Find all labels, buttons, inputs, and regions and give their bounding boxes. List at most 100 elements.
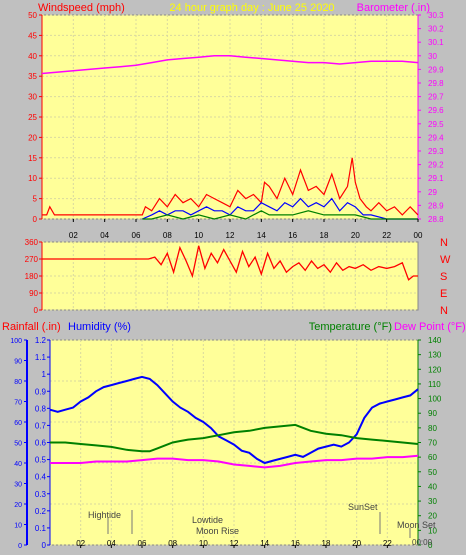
rainfall-tick-label: 0.2	[35, 507, 47, 516]
compass-label-e: E	[440, 288, 447, 300]
rainfall-tick-label: 1.2	[35, 336, 47, 345]
rainfall-tick-label: 0.6	[35, 439, 47, 448]
rainfall-tick-label: 0	[42, 541, 47, 550]
baro-tick-label: 30	[428, 52, 437, 61]
baro-tick-label: 29.9	[428, 65, 444, 74]
time-tick-label: 04	[107, 539, 116, 548]
baro-tick-label: 28.9	[428, 201, 444, 210]
temperature-tick-label: 70	[428, 439, 437, 448]
wind-tick-label: 15	[28, 154, 37, 163]
direction-tick-label: 180	[25, 272, 39, 281]
humidity-tick-label: 10	[14, 523, 22, 530]
gridlines	[42, 241, 418, 311]
humidity-tick-label: 70	[14, 400, 22, 407]
lowtide-annotation: Lowtide	[192, 515, 223, 525]
time-tick-label: 02	[69, 231, 78, 240]
rainfall-tick-label: 0.7	[35, 421, 47, 430]
compass-label-w: W	[440, 254, 451, 266]
baro-tick-label: 30.1	[428, 38, 444, 47]
barometer-axis-title: Barometer (.in)	[357, 2, 430, 14]
chart-title: 24 hour graph day : June 25 2020	[169, 2, 334, 14]
temperature-tick-label: 0	[428, 541, 433, 550]
temperature-tick-label: 130	[428, 351, 442, 360]
rainfall-tick-label: 0.8	[35, 404, 47, 413]
wind-barometer-plot: 0 5 10 15 20 25 30 35 40 45 50 28.8 28.9 29 29.1 29.2 29…	[28, 11, 444, 240]
temperature-tick-label: 10	[428, 526, 437, 535]
temperature-tick-label: 140	[428, 336, 442, 345]
baro-tick-label: 30.3	[428, 11, 444, 20]
temperature-tick-label: 100	[428, 395, 442, 404]
direction-tick-label: 0	[34, 306, 39, 315]
baro-tick-label: 29.1	[428, 174, 444, 183]
rainfall-tick-label: 1.1	[35, 353, 47, 362]
baro-tick-label: 29.7	[428, 93, 444, 102]
wind-tick-label: 45	[28, 31, 37, 40]
humidity-tick-label: 60	[14, 420, 22, 427]
rainfall-tick-label: 0.1	[35, 524, 47, 533]
time-tick-label: 22	[383, 539, 392, 548]
time-tick-label: 22	[382, 231, 391, 240]
baro-tick-label: 29.6	[428, 106, 444, 115]
gridlines	[42, 14, 418, 220]
plot-area	[49, 339, 419, 546]
compass-label-s: S	[440, 271, 447, 283]
wind-tick-label: 0	[33, 215, 38, 224]
temperature-axis-title: Temperature (°F)	[309, 321, 392, 333]
time-tick-label: 10	[199, 539, 208, 548]
time-tick-label: 02	[76, 539, 85, 548]
humidity-temperature-plot: 010203040506070809010000.10.20.30.40.50.…	[10, 336, 442, 550]
time-tick-label: 12	[230, 539, 239, 548]
time-tick-label: 00	[414, 231, 423, 240]
wind-tick-label: 35	[28, 72, 37, 81]
time-tick-label: 08	[168, 539, 177, 548]
temperature-tick-label: 20	[428, 512, 437, 521]
time-tick-label: 16	[291, 539, 300, 548]
time-tick-label: 18	[322, 539, 331, 548]
baro-tick-label: 29.4	[428, 133, 444, 142]
time-tick-label: 14	[257, 231, 266, 240]
wind-tick-label: 40	[28, 52, 37, 61]
temperature-tick-label: 40	[428, 482, 437, 491]
wind-tick-label: 10	[28, 174, 37, 183]
rainfall-axis-title: Rainfall (.in)	[2, 321, 61, 333]
annotations: Hightide Lowtide Moon Rise SunSet Moon S…	[88, 502, 436, 547]
humidity-tick-label: 0	[18, 543, 22, 550]
compass-label-n: N	[440, 305, 448, 317]
series-direction	[42, 245, 418, 281]
baro-tick-label: 28.8	[428, 215, 444, 224]
hightide-annotation: Hightide	[88, 510, 121, 520]
rainfall-tick-label: 0.3	[35, 490, 47, 499]
wind-tick-label: 50	[28, 11, 37, 20]
direction-tick-label: 360	[25, 238, 39, 247]
baro-tick-label: 29.3	[428, 147, 444, 156]
rainfall-tick-label: 1	[42, 370, 47, 379]
compass-label-n: N	[440, 237, 448, 249]
baro-tick-label: 29.8	[428, 79, 444, 88]
baro-tick-label: 30.2	[428, 25, 444, 34]
humidity-tick-label: 50	[14, 441, 22, 448]
humidity-axis-title: Humidity (%)	[68, 321, 131, 333]
temperature-tick-label: 50	[428, 468, 437, 477]
direction-tick-label: 90	[29, 289, 38, 298]
baro-tick-label: 29	[428, 188, 437, 197]
wind-tick-label: 5	[33, 195, 38, 204]
temperature-tick-label: 90	[428, 409, 437, 418]
series-temperature	[50, 423, 419, 453]
time-tick-label: 04	[100, 231, 109, 240]
series-lull	[142, 210, 418, 220]
moon-set-time: 00:00	[412, 538, 433, 547]
moon-set-annotation: Moon Set	[397, 520, 436, 530]
temperature-tick-label: 60	[428, 453, 437, 462]
time-tick-label: 06	[132, 231, 141, 240]
time-tick-label: 12	[226, 231, 235, 240]
time-tick-label: 18	[320, 231, 329, 240]
humidity-tick-label: 40	[14, 461, 22, 468]
humidity-tick-label: 100	[10, 338, 22, 345]
rainfall-tick-label: 0.4	[35, 473, 47, 482]
series-barometer	[41, 55, 419, 75]
humidity-tick-label: 80	[14, 379, 22, 386]
time-tick-label: 20	[351, 231, 360, 240]
